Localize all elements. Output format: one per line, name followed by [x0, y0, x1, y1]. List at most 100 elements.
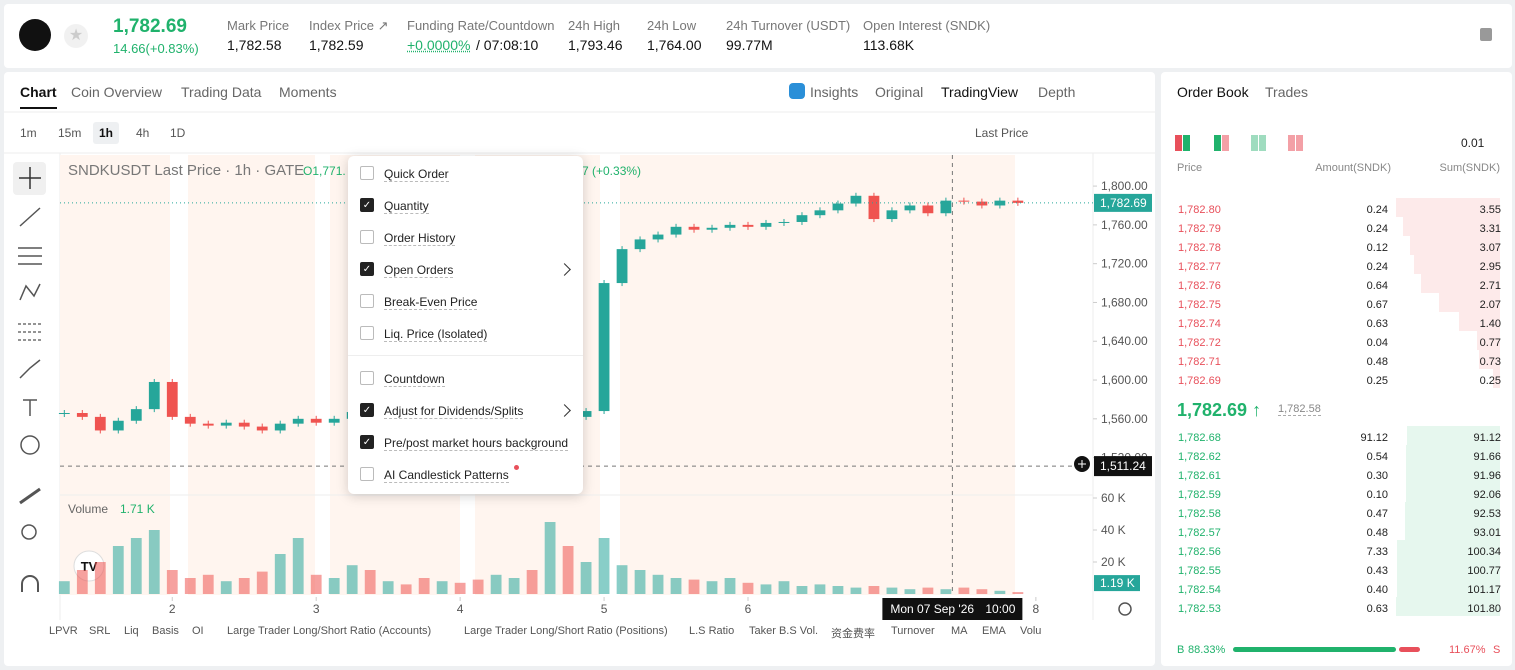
depth-bar: [1478, 350, 1500, 369]
indicator[interactable]: 资金费率: [831, 628, 875, 640]
ob-price[interactable]: 1,782.74: [1178, 318, 1221, 330]
indicator[interactable]: Large Trader Long/Short Ratio (Positions…: [464, 625, 668, 637]
ob-amount: 0.24: [1366, 204, 1388, 216]
ob-price[interactable]: 1,782.76: [1178, 280, 1221, 292]
stat-value: 1,793.46: [568, 37, 623, 53]
volume-bar: [148, 530, 160, 594]
v-tick-label: 40 K: [1101, 523, 1126, 537]
ob-price[interactable]: 1,782.58: [1178, 508, 1221, 520]
checkbox[interactable]: [360, 371, 374, 385]
menu-item[interactable]: Open Orders: [384, 263, 454, 278]
volume-bar: [544, 522, 556, 594]
indicator[interactable]: Liq: [124, 625, 139, 637]
menu-item[interactable]: Quick Order: [384, 167, 449, 182]
candle: [706, 227, 718, 230]
view-tab[interactable]: Depth: [1038, 84, 1076, 100]
indicator[interactable]: LPVR: [49, 625, 78, 637]
checkbox[interactable]: ✓: [360, 262, 374, 276]
stat-value: 99.77M: [726, 37, 773, 53]
ob-price[interactable]: 1,782.79: [1178, 223, 1221, 235]
timeframe[interactable]: 1D: [170, 126, 186, 140]
volume-bar: [850, 587, 862, 594]
indicator[interactable]: SRL: [89, 625, 111, 637]
menu-item[interactable]: AI Candlestick Patterns: [384, 468, 509, 483]
menu-item[interactable]: Break-Even Price: [384, 295, 478, 310]
checkbox[interactable]: ✓: [360, 435, 374, 449]
indicator[interactable]: Basis: [152, 625, 179, 637]
indicator[interactable]: MA: [951, 625, 968, 637]
indicator[interactable]: EMA: [982, 625, 1006, 637]
ob-price[interactable]: 1,782.61: [1178, 470, 1221, 482]
ob-price[interactable]: 1,782.54: [1178, 584, 1221, 596]
timeframe[interactable]: 4h: [136, 126, 150, 140]
tab[interactable]: Chart: [20, 84, 57, 109]
indicator[interactable]: Taker B.S Vol.: [749, 625, 819, 637]
volume-bar: [742, 582, 754, 594]
menu-item[interactable]: Quantity: [384, 199, 429, 214]
checkbox[interactable]: [360, 166, 374, 180]
depth-bar: [1458, 312, 1500, 331]
submenu-arrow: [558, 404, 571, 417]
indicator[interactable]: Large Trader Long/Short Ratio (Accounts): [227, 625, 432, 637]
ob-price[interactable]: 1,782.75: [1178, 299, 1221, 311]
ob-price[interactable]: 1,782.53: [1178, 603, 1221, 615]
volume-bar: [526, 570, 538, 594]
ob-price[interactable]: 1,782.55: [1178, 565, 1221, 577]
ob-tab[interactable]: Trades: [1265, 84, 1309, 100]
indicator[interactable]: L.S Ratio: [689, 625, 735, 637]
indicator[interactable]: Volu: [1020, 625, 1042, 637]
ob-price[interactable]: 1,782.69: [1178, 375, 1221, 387]
volume-bar: [796, 586, 808, 594]
tab[interactable]: Moments: [279, 84, 337, 100]
menu-item[interactable]: Countdown: [384, 372, 445, 387]
volume-bar: [832, 586, 844, 594]
favorite[interactable]: ★: [64, 24, 88, 48]
depth-bar: [1477, 331, 1500, 350]
ob-tab[interactable]: Order Book: [1177, 84, 1249, 100]
volume-tag-bg: [1094, 575, 1140, 592]
candle: [76, 413, 88, 417]
indicator[interactable]: Turnover: [891, 625, 935, 637]
depth-bar: [1413, 255, 1500, 274]
menu-item[interactable]: Pre/post market hours background: [384, 436, 569, 451]
icon[interactable]: [1480, 28, 1492, 41]
volume-bar: [418, 578, 430, 594]
indicator[interactable]: OI: [192, 625, 204, 637]
ob-price[interactable]: 1,782.80: [1178, 204, 1221, 216]
price-source[interactable]: Last Price: [975, 126, 1029, 140]
checkbox[interactable]: [360, 326, 374, 340]
timeframe[interactable]: 15m: [58, 126, 82, 140]
ob-price[interactable]: 1,782.77: [1178, 261, 1221, 273]
checkbox[interactable]: ✓: [360, 198, 374, 212]
price: 1,782.69: [113, 16, 187, 37]
checkbox[interactable]: [360, 294, 374, 308]
change: 14.66(+0.83%): [113, 41, 199, 56]
timeframe[interactable]: 1h: [93, 122, 120, 144]
checkbox[interactable]: ✓: [360, 403, 374, 417]
ob-header: Amount(SNDK): [1315, 162, 1391, 174]
menu-item[interactable]: Liq. Price (Isolated): [384, 327, 488, 342]
ob-price[interactable]: 1,782.59: [1178, 489, 1221, 501]
checkbox[interactable]: [360, 230, 374, 244]
timeframe[interactable]: 1m: [20, 126, 37, 140]
view-tab[interactable]: Insights: [810, 84, 859, 100]
ob-amount: 91.12: [1360, 432, 1388, 444]
ob-price[interactable]: 1,782.57: [1178, 527, 1221, 539]
ob-price[interactable]: 1,782.78: [1178, 242, 1221, 254]
tab[interactable]: Coin Overview: [71, 84, 163, 100]
stat-label: Funding Rate/Countdown: [407, 18, 555, 33]
view-tab[interactable]: TradingView: [941, 84, 1019, 100]
ob-price[interactable]: 1,782.72: [1178, 337, 1221, 349]
view-tab[interactable]: Original: [875, 84, 924, 100]
ob-step[interactable]: 0.01: [1461, 136, 1485, 150]
ob-price[interactable]: 1,782.68: [1178, 432, 1221, 444]
menu-item[interactable]: Order History: [384, 231, 456, 246]
tab[interactable]: Trading Data: [181, 84, 262, 100]
ob-price[interactable]: 1,782.56: [1178, 546, 1221, 558]
ob-price[interactable]: 1,782.62: [1178, 451, 1221, 463]
checkbox[interactable]: [360, 467, 374, 481]
legend-change: 7 (+0.33%): [582, 164, 642, 178]
menu-item[interactable]: Adjust for Dividends/Splits: [384, 404, 524, 419]
ob-sum: 91.12: [1473, 432, 1501, 444]
ob-price[interactable]: 1,782.71: [1178, 356, 1221, 368]
